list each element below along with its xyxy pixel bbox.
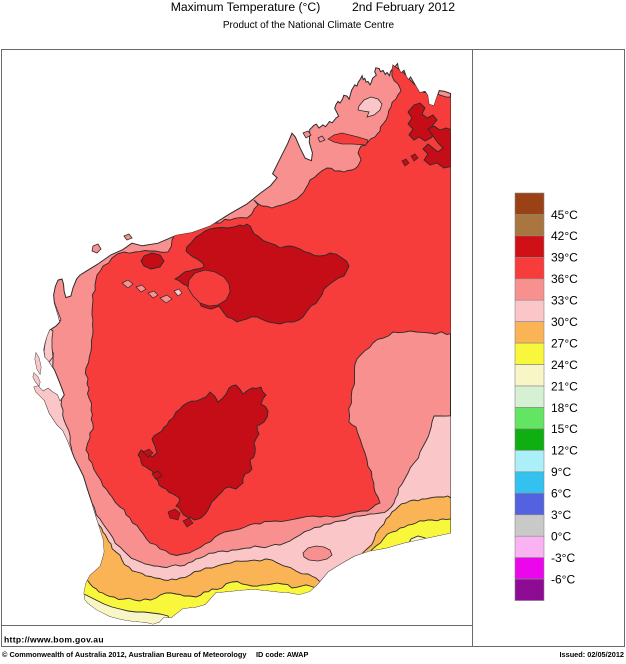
svg-text:33°C: 33°C	[551, 294, 578, 308]
svg-text:45°C: 45°C	[551, 208, 578, 222]
svg-text:42°C: 42°C	[551, 229, 578, 243]
svg-text:9°C: 9°C	[551, 465, 571, 479]
svg-text:Product of the National Climat: Product of the National Climate Centre	[223, 20, 395, 31]
svg-text:ID code: AWAP: ID code: AWAP	[256, 650, 308, 659]
svg-text:27°C: 27°C	[551, 336, 578, 350]
svg-text:http://www.bom.gov.au: http://www.bom.gov.au	[4, 635, 104, 645]
svg-text:-3°C: -3°C	[551, 551, 575, 565]
svg-text:21°C: 21°C	[551, 379, 578, 393]
svg-text:6°C: 6°C	[551, 487, 571, 501]
svg-text:Issued: 02/05/2012: Issued: 02/05/2012	[559, 650, 624, 659]
svg-text:24°C: 24°C	[551, 358, 578, 372]
svg-text:12°C: 12°C	[551, 444, 578, 458]
svg-text:© Commonwealth of Australia 20: © Commonwealth of Australia 2012, Austra…	[2, 650, 247, 659]
svg-text:18°C: 18°C	[551, 401, 578, 415]
svg-text:-6°C: -6°C	[551, 572, 575, 586]
svg-text:3°C: 3°C	[551, 508, 571, 522]
svg-text:Maximum Temperature (°C): Maximum Temperature (°C)	[171, 0, 321, 14]
svg-text:30°C: 30°C	[551, 315, 578, 329]
svg-text:2nd February 2012: 2nd February 2012	[352, 0, 455, 14]
svg-text:0°C: 0°C	[551, 530, 571, 544]
svg-text:36°C: 36°C	[551, 272, 578, 286]
svg-text:39°C: 39°C	[551, 251, 578, 265]
svg-text:15°C: 15°C	[551, 422, 578, 436]
